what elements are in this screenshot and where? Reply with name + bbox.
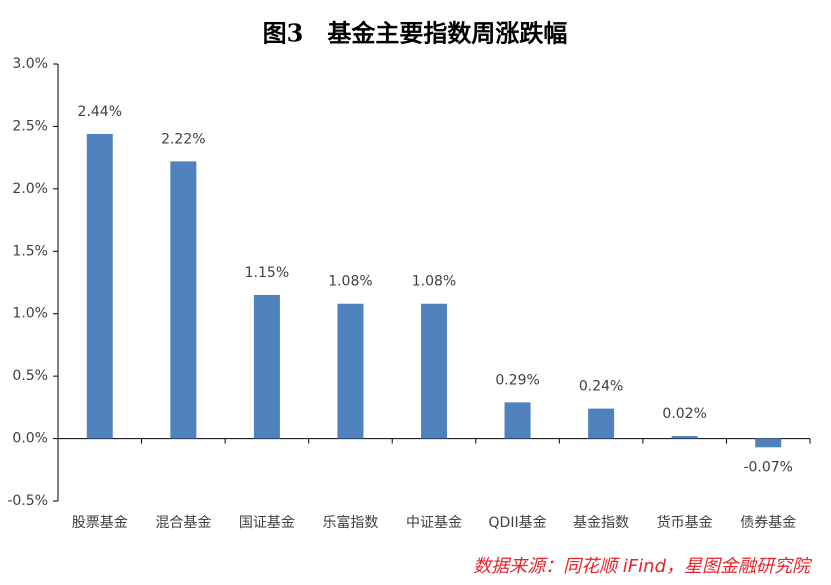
bar <box>337 303 364 439</box>
y-tick-label: 3.0% <box>12 56 48 72</box>
y-tick-label: -0.5% <box>7 493 48 509</box>
y-tick-label: 1.0% <box>12 306 48 322</box>
value-label: 2.22% <box>161 131 205 147</box>
y-tick-label: 2.5% <box>12 118 48 134</box>
x-tick-label: 中证基金 <box>406 514 462 531</box>
bar <box>170 161 197 439</box>
bar <box>588 408 615 439</box>
value-label: 1.15% <box>245 265 289 281</box>
value-label: 0.29% <box>495 372 539 388</box>
value-label: 1.08% <box>412 274 456 290</box>
x-tick-label: 乐富指数 <box>322 514 378 531</box>
x-tick-label: 股票基金 <box>72 514 128 531</box>
x-tick-label: QDII基金 <box>489 514 547 531</box>
x-tick-label: 债券基金 <box>740 514 796 531</box>
bar <box>421 303 447 439</box>
bar <box>86 133 113 439</box>
x-tick-label: 基金指数 <box>573 514 629 531</box>
y-tick-label: 0.0% <box>12 431 48 447</box>
value-label: 0.24% <box>579 379 623 395</box>
value-label: 0.02% <box>662 406 706 422</box>
chart-title: 图3 基金主要指数周涨跌幅 <box>263 19 568 48</box>
value-label: 2.44% <box>78 104 122 120</box>
x-tick-label: 混合基金 <box>155 514 211 531</box>
bar <box>253 294 280 439</box>
bar <box>671 436 698 439</box>
x-tick-label: 货币基金 <box>657 514 713 531</box>
y-tick-label: 0.5% <box>12 368 48 384</box>
y-tick-label: 2.0% <box>12 181 48 197</box>
bar <box>755 438 782 448</box>
bar <box>504 402 531 439</box>
value-label: 1.08% <box>328 274 372 290</box>
source-note: 数据来源：同花顺 iFind，星图金融研究院 <box>473 556 813 577</box>
value-label: -0.07% <box>743 459 793 475</box>
y-tick-label: 1.5% <box>12 243 48 259</box>
x-tick-label: 国证基金 <box>239 514 295 531</box>
